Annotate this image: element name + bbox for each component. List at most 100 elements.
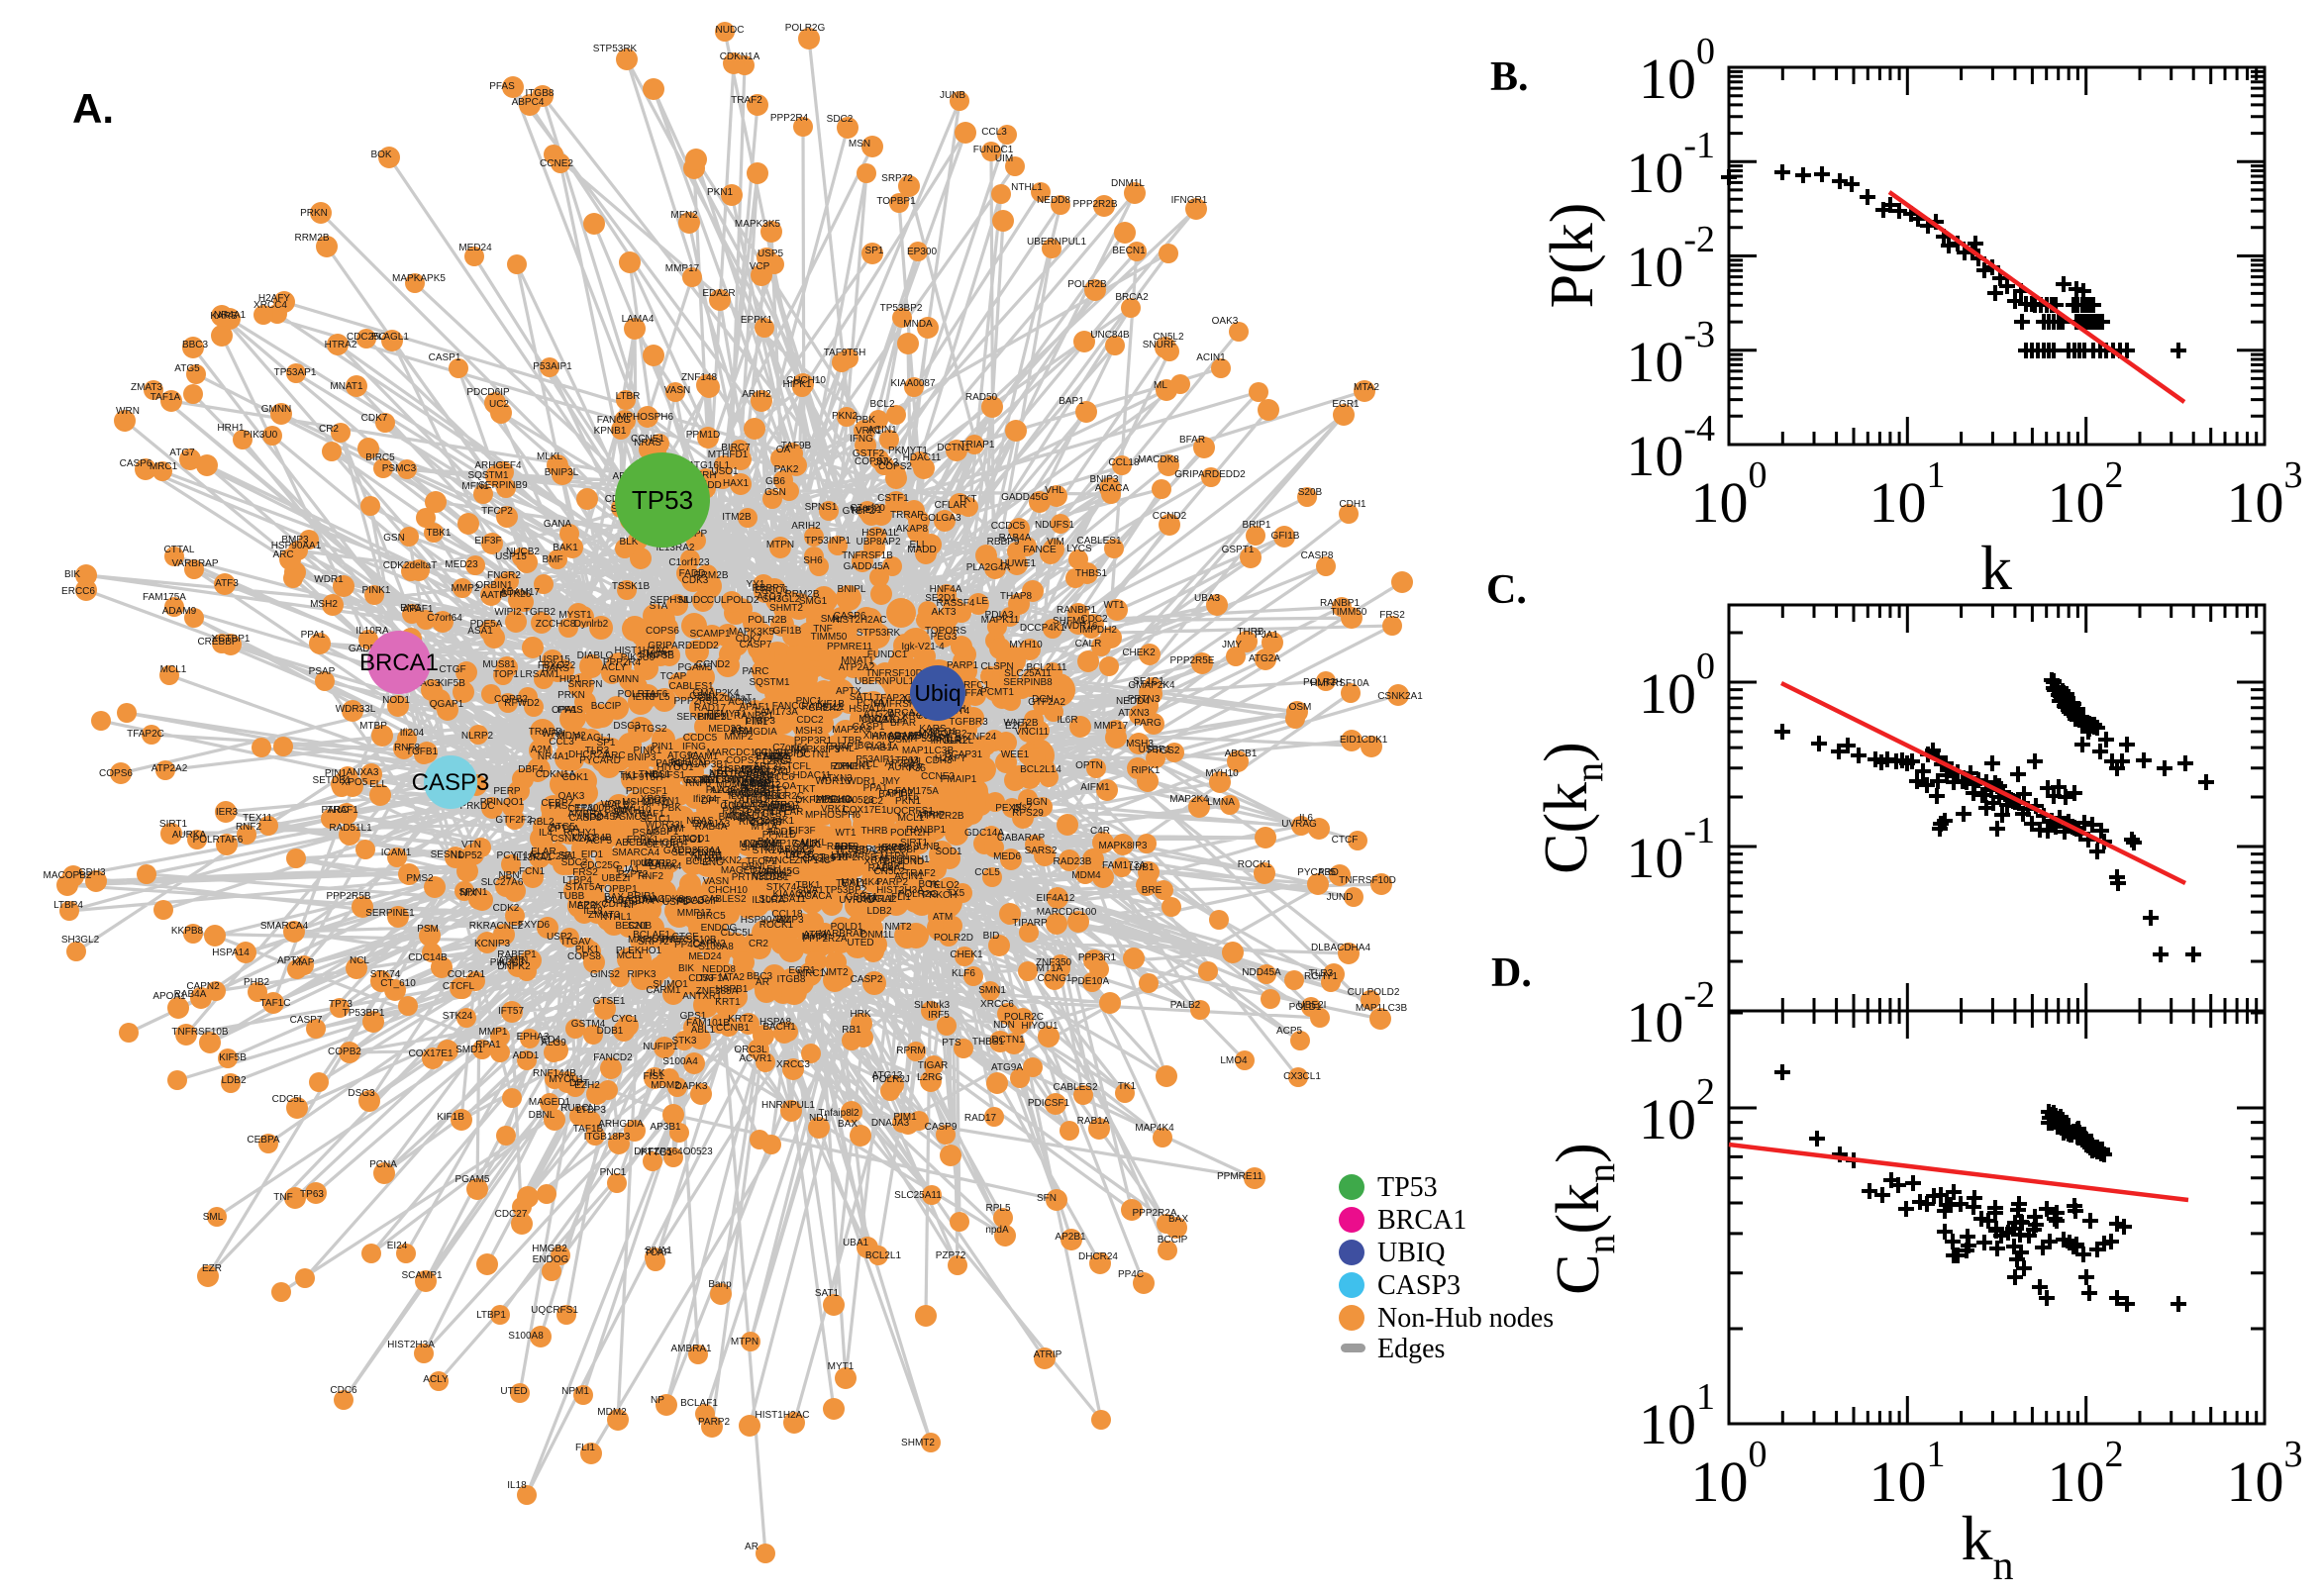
svg-text:CTTAL: CTTAL	[164, 545, 195, 555]
svg-text:BAP1: BAP1	[1059, 396, 1084, 407]
svg-text:PPP2R4: PPP2R4	[770, 113, 809, 124]
svg-text:DBNL: DBNL	[529, 1110, 556, 1121]
svg-text:CDC5L: CDC5L	[272, 1094, 305, 1105]
svg-text:S20B: S20B	[1298, 487, 1323, 498]
svg-text:NHEJ1: NHEJ1	[851, 505, 882, 516]
svg-text:WDR1: WDR1	[314, 574, 344, 585]
svg-text:C1orf123: C1orf123	[668, 557, 710, 568]
svg-text:NPM1: NPM1	[561, 1386, 589, 1397]
svg-text:TGFBR3: TGFBR3	[949, 717, 988, 728]
svg-text:ATG5: ATG5	[174, 363, 200, 374]
svg-text:SHMT2: SHMT2	[901, 1438, 935, 1448]
svg-text:CDC14B: CDC14B	[408, 952, 448, 963]
svg-text:MTBP: MTBP	[359, 721, 387, 732]
svg-text:ZNF24: ZNF24	[966, 732, 997, 743]
svg-text:ML: ML	[1154, 380, 1167, 391]
svg-text:SP1: SP1	[865, 246, 884, 256]
svg-text:TRIAP1: TRIAP1	[960, 440, 994, 450]
svg-text:MED24: MED24	[458, 243, 492, 253]
svg-text:BCL2L1: BCL2L1	[865, 1250, 902, 1261]
svg-text:EZR: EZR	[202, 1263, 222, 1274]
svg-text:WDR1: WDR1	[847, 776, 876, 787]
svg-text:XRCC6: XRCC6	[980, 999, 1014, 1010]
svg-text:PDICSF1: PDICSF1	[1028, 1098, 1070, 1109]
svg-text:USP5: USP5	[662, 897, 689, 908]
svg-text:ARHGDIA: ARHGDIA	[598, 1119, 644, 1130]
svg-text:CDK1: CDK1	[1362, 735, 1388, 746]
svg-text:HSPA14: HSPA14	[212, 948, 250, 958]
svg-text:CR2: CR2	[319, 424, 339, 435]
svg-text:NMT2: NMT2	[821, 967, 849, 978]
svg-text:RNF2: RNF2	[236, 822, 262, 833]
svg-text:MAP4K4: MAP4K4	[1135, 1123, 1174, 1134]
svg-text:TP53BP2: TP53BP2	[880, 303, 923, 314]
svg-text:C(kn): C(kn)	[1533, 742, 1611, 874]
svg-text:ITM2B: ITM2B	[722, 512, 752, 523]
svg-text:LTBP1: LTBP1	[476, 1310, 506, 1321]
svg-text:PKN1: PKN1	[895, 796, 922, 807]
svg-text:HRH1: HRH1	[217, 423, 245, 434]
svg-text:PALB2: PALB2	[1170, 1000, 1201, 1011]
svg-text:CHEK2: CHEK2	[1122, 648, 1156, 658]
svg-text:CCDC5: CCDC5	[683, 733, 718, 744]
svg-text:Non-Hub nodes: Non-Hub nodes	[1377, 1303, 1554, 1334]
svg-text:AURKA: AURKA	[172, 830, 207, 841]
svg-text:L2RG: L2RG	[917, 1072, 943, 1083]
svg-text:MED23: MED23	[445, 559, 478, 570]
svg-text:UTED: UTED	[500, 1386, 527, 1397]
svg-text:COPS6: COPS6	[99, 768, 133, 779]
svg-text:ACVR1: ACVR1	[739, 1053, 772, 1064]
svg-text:GABARAP: GABARAP	[997, 833, 1046, 844]
svg-text:BACH1: BACH1	[762, 1022, 796, 1033]
svg-text:NDUFS1: NDUFS1	[1035, 520, 1074, 531]
svg-text:MACOPB2: MACOPB2	[44, 870, 92, 881]
svg-text:IER3: IER3	[216, 807, 239, 818]
svg-text:TOPBP1: TOPBP1	[876, 196, 916, 207]
svg-text:CHCH10: CHCH10	[786, 375, 826, 386]
svg-text:RAD17: RAD17	[964, 1113, 997, 1124]
svg-text:SOD1: SOD1	[935, 847, 962, 857]
svg-text:D.: D.	[1491, 950, 1532, 996]
svg-text:ATF3: ATF3	[215, 578, 239, 589]
svg-text:QGAP1: QGAP1	[430, 699, 464, 710]
svg-text:NOD1: NOD1	[382, 695, 410, 706]
svg-text:TLR3: TLR3	[1309, 968, 1334, 979]
svg-text:SDC2: SDC2	[827, 114, 854, 125]
svg-text:THAP8: THAP8	[1000, 591, 1033, 602]
svg-text:DLBACDHA4: DLBACDHA4	[1311, 943, 1370, 953]
svg-text:DAPK3: DAPK3	[675, 1081, 708, 1092]
svg-text:BOK: BOK	[370, 150, 391, 160]
svg-text:CX3CL1: CX3CL1	[1283, 1071, 1321, 1082]
svg-text:MSN: MSN	[849, 139, 870, 150]
svg-text:MMP17: MMP17	[677, 908, 712, 919]
svg-text:LAMA4: LAMA4	[622, 314, 655, 325]
svg-text:PINK1: PINK1	[362, 585, 391, 596]
svg-text:SESN1: SESN1	[431, 849, 463, 860]
svg-text:TP53INP1: TP53INP1	[805, 536, 852, 547]
svg-text:GMNN: GMNN	[609, 674, 640, 685]
svg-text:IMPDH2: IMPDH2	[1079, 625, 1117, 636]
svg-text:NDD45A: NDD45A	[1242, 967, 1281, 978]
svg-text:AR: AR	[756, 977, 769, 988]
svg-text:BECN1: BECN1	[1112, 246, 1146, 256]
svg-text:P53AIP1: P53AIP1	[533, 361, 572, 372]
svg-text:PMAIP1: PMAIP1	[941, 774, 977, 785]
svg-text:TUBB: TUBB	[558, 891, 585, 902]
svg-text:USP15: USP15	[539, 654, 570, 665]
svg-text:BRCA1: BRCA1	[1377, 1205, 1466, 1236]
svg-text:FLI1: FLI1	[575, 1443, 595, 1453]
svg-text:MYH10: MYH10	[1009, 640, 1043, 650]
svg-text:PRKN: PRKN	[557, 690, 585, 701]
svg-text:AP3B1: AP3B1	[650, 1122, 681, 1133]
svg-text:SETDB1: SETDB1	[313, 775, 352, 786]
svg-text:KARS: KARS	[210, 311, 238, 322]
svg-text:PAK2: PAK2	[774, 464, 799, 475]
svg-text:TNFRSF10B: TNFRSF10B	[171, 1027, 229, 1038]
svg-text:SERPINE1: SERPINE1	[365, 908, 415, 919]
svg-text:BCAP31: BCAP31	[945, 749, 983, 760]
svg-text:P(k): P(k)	[1539, 203, 1606, 309]
svg-text:APOA1: APOA1	[152, 991, 186, 1002]
svg-text:P35: P35	[1318, 867, 1336, 878]
svg-text:AIFM1: AIFM1	[1080, 782, 1110, 793]
svg-text:CHEK1: CHEK1	[950, 949, 983, 960]
